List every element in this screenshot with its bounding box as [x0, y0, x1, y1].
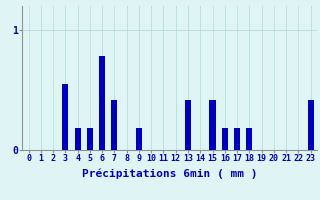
- Bar: [111, 100, 117, 150]
- Bar: [99, 56, 105, 150]
- Bar: [222, 128, 228, 150]
- Bar: [234, 128, 240, 150]
- Bar: [75, 128, 81, 150]
- Bar: [308, 100, 314, 150]
- Bar: [136, 128, 142, 150]
- Bar: [246, 128, 252, 150]
- X-axis label: Précipitations 6min ( mm ): Précipitations 6min ( mm ): [82, 169, 257, 179]
- Bar: [210, 100, 216, 150]
- Bar: [62, 84, 68, 150]
- Bar: [87, 128, 93, 150]
- Bar: [185, 100, 191, 150]
